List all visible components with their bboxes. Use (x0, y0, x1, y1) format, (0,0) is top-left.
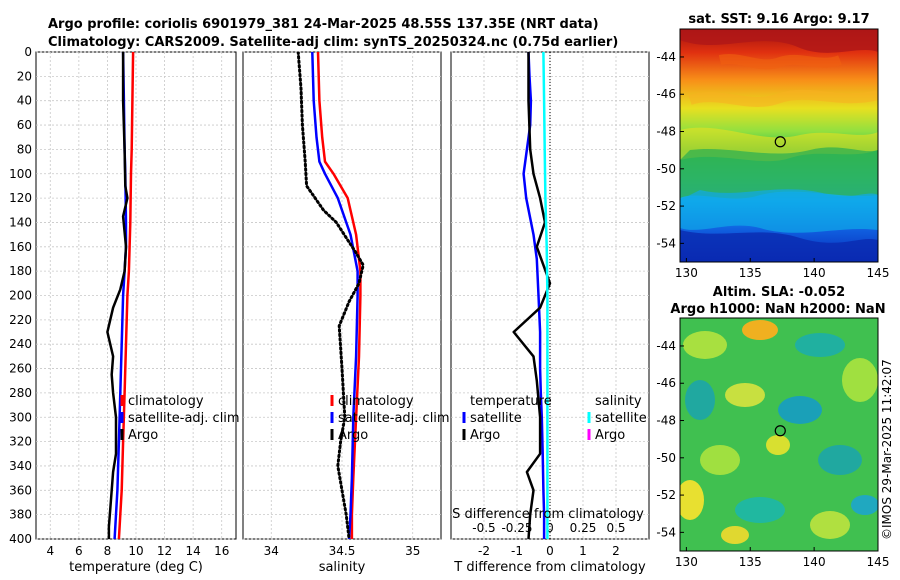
difference-panel: -2 -1 0 1 2 -0.5 -0.25 0 0.25 0.5 temperature sali… (450, 51, 650, 575)
map-y-tick-label: -46 (656, 376, 676, 390)
legend-label: Argo (595, 428, 625, 443)
y-tick-label: 0 (24, 45, 32, 59)
legend-label: satellite-adj. clim (128, 411, 240, 426)
map-y-tick-label: -50 (656, 451, 676, 465)
map-x-tick-label: 145 (867, 266, 890, 280)
y-tick-label: 140 (9, 215, 32, 229)
x-tick-label: 10 (128, 544, 143, 558)
y-tick-label: 80 (17, 142, 32, 156)
x-tick-label: 34 (264, 544, 279, 558)
series-line-t-argo (512, 52, 552, 539)
series-line-argo (106, 52, 129, 539)
y-tick-label: 220 (9, 313, 32, 327)
figure-title-line1: Argo profile: coriolis 6901979_381 24-Ma… (48, 17, 599, 32)
top-tick-label: -0.5 (472, 521, 495, 535)
y-tick-label: 120 (9, 191, 32, 205)
top-tick-label: 0 (546, 521, 554, 535)
legend-header-salinity: salinity (595, 394, 642, 409)
top-tick-label: 0.25 (570, 521, 597, 535)
sst-map-panel: sat. SST: 9.16 Argo: 9.17 130 135 140 145 -4… (656, 12, 889, 280)
map-x-tick-label: 135 (739, 555, 762, 569)
map-x-tick-label: 135 (739, 266, 762, 280)
map-y-tick-label: -44 (656, 50, 676, 64)
map-y-tick-label: -54 (656, 236, 676, 250)
sla-map-subtitle: Argo h1000: NaN h2000: NaN (670, 302, 885, 317)
y-tick-label: 360 (9, 483, 32, 497)
y-tick-label: 40 (17, 94, 32, 108)
map-y-tick-label: -50 (656, 162, 676, 176)
y-tick-label: 280 (9, 386, 32, 400)
y-tick-label: 300 (9, 410, 32, 424)
sla-argo-marker (774, 425, 786, 437)
map-x-tick-label: 145 (867, 555, 890, 569)
legend-label: climatology (128, 394, 204, 409)
map-y-tick-label: -54 (656, 525, 676, 539)
sla-map-title: Altim. SLA: -0.052 (713, 285, 845, 300)
x-tick-label: 35 (405, 544, 420, 558)
legend-label: climatology (338, 394, 414, 409)
map-y-tick-label: -48 (656, 125, 676, 139)
difference-top-label: S difference from climatology (452, 507, 644, 522)
legend-label: Argo (338, 428, 368, 443)
salinity-panel: 34 34.5 35 climatology satellite-adj. clim A… (242, 51, 450, 575)
x-tick-label: 34.5 (329, 544, 356, 558)
series-line-s-satellite (542, 52, 549, 539)
x-tick-label: 1 (579, 544, 587, 558)
map-y-tick-label: -44 (656, 339, 676, 353)
salinity-x-label: salinity (319, 560, 366, 575)
y-tick-label: 320 (9, 435, 32, 449)
temperature-panel: 0 20 40 60 80 100 120 140 160 180 200 220 240 260 280 3… (9, 45, 240, 575)
map-y-tick-label: -52 (656, 199, 676, 213)
y-tick-label: 180 (9, 264, 32, 278)
difference-x-label: T difference from climatology (453, 560, 646, 575)
series-line-satellite-adj-clim (311, 52, 359, 539)
y-tick-label: 100 (9, 167, 32, 181)
y-tick-label: 340 (9, 459, 32, 473)
x-tick-label: 0 (546, 544, 554, 558)
x-tick-label: -1 (511, 544, 523, 558)
x-tick-label: 8 (104, 544, 112, 558)
y-tick-label: 60 (17, 118, 32, 132)
series-line-argo (296, 52, 365, 539)
legend-label: Argo (470, 428, 500, 443)
x-tick-label: 2 (612, 544, 620, 558)
y-tick-label: 160 (9, 240, 32, 254)
x-tick-label: 6 (75, 544, 83, 558)
x-tick-label: 16 (214, 544, 229, 558)
map-x-tick-label: 140 (803, 266, 826, 280)
legend-header-temperature: temperature (470, 394, 552, 409)
y-tick-label: 380 (9, 508, 32, 522)
series-line-climatology (117, 52, 135, 539)
top-tick-label: -0.25 (501, 521, 532, 535)
series-line-climatology (316, 52, 362, 539)
legend-label: satellite-adj. clim (338, 411, 450, 426)
x-tick-label: 12 (157, 544, 172, 558)
x-tick-label: -2 (478, 544, 490, 558)
legend-label: satellite (595, 411, 647, 426)
map-x-tick-label: 130 (675, 555, 698, 569)
sst-map-title: sat. SST: 9.16 Argo: 9.17 (688, 12, 869, 27)
map-y-tick-label: -52 (656, 488, 676, 502)
temperature-x-label: temperature (deg C) (69, 560, 203, 575)
y-tick-label: 260 (9, 362, 32, 376)
y-tick-label: 400 (9, 532, 32, 546)
top-tick-label: 0.5 (606, 521, 625, 535)
x-tick-label: 14 (186, 544, 201, 558)
legend-label: satellite (470, 411, 522, 426)
map-y-tick-label: -48 (656, 414, 676, 428)
figure-title-line2: Climatology: CARS2009. Satellite-adj cli… (48, 35, 618, 50)
y-tick-label: 20 (17, 69, 32, 83)
sst-argo-marker (774, 136, 786, 148)
sla-map-panel: Altim. SLA: -0.052 Argo h1000: NaN h2000… (656, 285, 889, 569)
map-y-tick-label: -46 (656, 87, 676, 101)
legend-label: Argo (128, 428, 158, 443)
x-tick-label: 4 (46, 544, 54, 558)
y-tick-label: 240 (9, 337, 32, 351)
map-x-tick-label: 140 (803, 555, 826, 569)
credit-text: ©IMOS 29-Mar-2025 11:42:07 (880, 359, 894, 540)
map-x-tick-label: 130 (675, 266, 698, 280)
y-tick-label: 200 (9, 289, 32, 303)
